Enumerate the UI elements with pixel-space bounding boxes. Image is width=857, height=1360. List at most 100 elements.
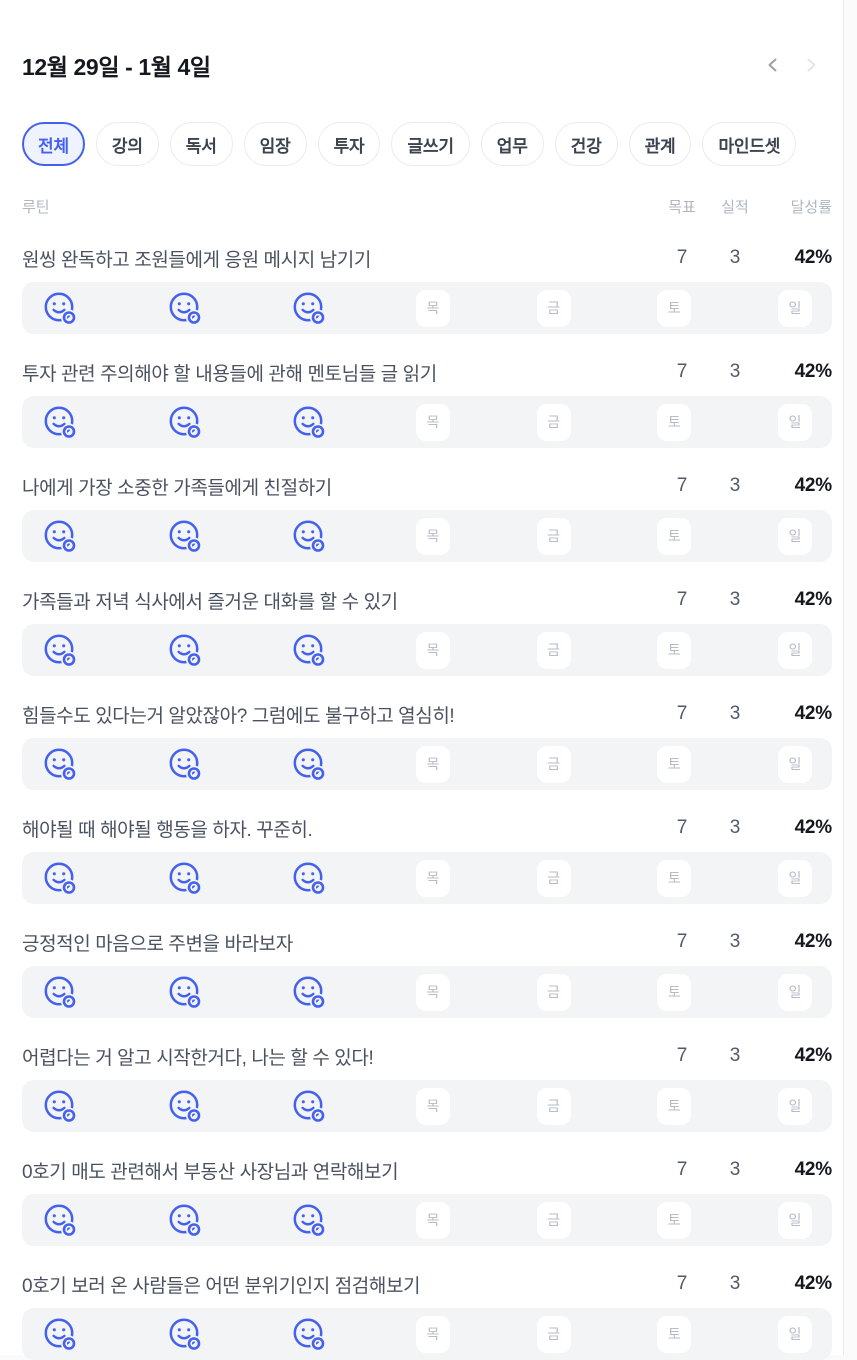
day-done-button-mon[interactable]	[42, 1087, 80, 1125]
day-label-cell-sat[interactable]: 토	[657, 859, 692, 897]
next-week-button[interactable]	[800, 54, 822, 76]
day-done-button-tue[interactable]	[167, 403, 205, 441]
filter-chip-site-visit[interactable]: 임장	[243, 122, 307, 166]
day-done-button-mon[interactable]	[42, 973, 80, 1011]
day-label-cell-sun[interactable]: 일	[777, 403, 812, 441]
filter-chip-health[interactable]: 건강	[554, 122, 618, 166]
day-label-cell-fri[interactable]: 금	[536, 973, 571, 1011]
day-label-cell-sun[interactable]: 일	[777, 745, 812, 783]
day-done-button-tue[interactable]	[167, 1201, 205, 1239]
day-done-button-wed[interactable]	[291, 517, 329, 555]
filter-chip-lecture[interactable]: 강의	[95, 122, 159, 166]
day-done-button-wed[interactable]	[291, 289, 329, 327]
actual-value: 3	[729, 361, 741, 382]
day-done-button-mon[interactable]	[42, 745, 80, 783]
filter-chip-all[interactable]: 전체	[22, 122, 85, 166]
day-label-cell-sun[interactable]: 일	[777, 1315, 812, 1353]
day-label-cell-sun[interactable]: 일	[777, 859, 812, 897]
day-label-cell-sat[interactable]: 토	[657, 517, 692, 555]
day-done-button-mon[interactable]	[42, 403, 80, 441]
day-done-button-mon[interactable]	[42, 517, 80, 555]
day-done-button-mon[interactable]	[42, 1201, 80, 1239]
day-label-cell-fri[interactable]: 금	[536, 517, 571, 555]
day-label-cell-sun[interactable]: 일	[777, 1201, 812, 1239]
smiley-done-icon	[44, 634, 77, 668]
day-label-cell-fri[interactable]: 금	[536, 403, 571, 441]
day-done-button-wed[interactable]	[291, 403, 329, 441]
day-label: 토	[667, 984, 681, 1000]
smiley-done-icon	[293, 862, 327, 896]
day-label-cell-sun[interactable]: 일	[777, 289, 812, 327]
day-done-button-wed[interactable]	[291, 745, 329, 783]
day-done-button-mon[interactable]	[42, 631, 80, 669]
day-done-button-wed[interactable]	[291, 1201, 329, 1239]
day-label-cell-sat[interactable]: 토	[657, 745, 692, 783]
prev-week-button[interactable]	[762, 54, 784, 76]
day-label-cell-fri[interactable]: 금	[536, 1087, 571, 1125]
day-label-cell-sun[interactable]: 일	[777, 1087, 812, 1125]
day-done-button-mon[interactable]	[42, 289, 80, 327]
filter-chip-investment[interactable]: 투자	[317, 122, 381, 166]
day-done-button-wed[interactable]	[291, 1087, 329, 1125]
filter-chip-relationship[interactable]: 관계	[628, 122, 692, 166]
day-label-cell-fri[interactable]: 금	[536, 1315, 571, 1353]
day-label-cell-thu[interactable]: 목	[415, 631, 450, 669]
day-label-cell-thu[interactable]: 목	[415, 1087, 450, 1125]
day-done-button-wed[interactable]	[291, 973, 329, 1011]
day-label-cell-thu[interactable]: 목	[415, 1201, 450, 1239]
day-label-cell-thu[interactable]: 목	[415, 1315, 450, 1353]
day-done-button-wed[interactable]	[291, 631, 329, 669]
day-done-button-tue[interactable]	[167, 631, 205, 669]
day-label-cell-fri[interactable]: 금	[536, 1201, 571, 1239]
column-label-goal: 목표	[668, 198, 696, 216]
day-done-button-wed[interactable]	[291, 859, 329, 897]
day-label: 목	[426, 1212, 440, 1228]
day-label-cell-sun[interactable]: 일	[777, 631, 812, 669]
day-label-cell-thu[interactable]: 목	[415, 973, 450, 1011]
smiley-done-icon	[293, 292, 327, 326]
day-label-cell-fri[interactable]: 금	[536, 289, 571, 327]
day-label-cell-sat[interactable]: 토	[657, 973, 692, 1011]
day-label-cell-thu[interactable]: 목	[415, 859, 450, 897]
day-done-button-tue[interactable]	[167, 745, 205, 783]
filter-chip-work[interactable]: 업무	[480, 122, 544, 166]
filter-chip-label: 강의	[111, 136, 143, 156]
day-done-button-tue[interactable]	[167, 859, 205, 897]
day-label-cell-sat[interactable]: 토	[657, 289, 692, 327]
smiley-done-icon	[169, 862, 202, 896]
filter-chip-mindset[interactable]: 마인드셋	[702, 122, 797, 166]
day-label-cell-sat[interactable]: 토	[657, 1201, 692, 1239]
goal-value: 7	[676, 475, 688, 496]
day-label-cell-thu[interactable]: 목	[415, 289, 450, 327]
filter-chip-reading[interactable]: 독서	[169, 122, 233, 166]
day-label-cell-thu[interactable]: 목	[415, 403, 450, 441]
day-label-cell-sat[interactable]: 토	[657, 1087, 692, 1125]
day-label-cell-sat[interactable]: 토	[657, 631, 692, 669]
day-done-button-tue[interactable]	[167, 1315, 205, 1353]
day-label-cell-sat[interactable]: 토	[657, 403, 692, 441]
day-label-cell-thu[interactable]: 목	[415, 745, 450, 783]
routine-row-top: 0호기 매도 관련해서 부동산 사장님과 연락해보기 7 3 42%	[22, 1156, 832, 1184]
routine-row-top: 해야될 때 해야될 행동을 하자. 꾸준히. 7 3 42%	[22, 814, 832, 842]
rate-value: 42%	[794, 1273, 833, 1294]
day-label-cell-fri[interactable]: 금	[536, 745, 571, 783]
day-label-cell-fri[interactable]: 금	[536, 859, 571, 897]
routine-title: 투자 관련 주의해야 할 내용들에 관해 멘토님들 글 읽기	[22, 363, 437, 385]
filter-chip-writing[interactable]: 글쓰기	[391, 122, 470, 166]
day-done-button-mon[interactable]	[42, 1315, 80, 1353]
day-label-cell-fri[interactable]: 금	[536, 631, 571, 669]
day-label-cell-thu[interactable]: 목	[415, 517, 450, 555]
day-label: 금	[547, 1098, 561, 1114]
day-label-cell-sat[interactable]: 토	[657, 1315, 692, 1353]
day-done-button-wed[interactable]	[291, 1315, 329, 1353]
day-label-cell-sun[interactable]: 일	[777, 517, 812, 555]
smiley-done-icon	[169, 1318, 202, 1352]
day-done-button-tue[interactable]	[167, 289, 205, 327]
day-done-button-tue[interactable]	[167, 517, 205, 555]
day-done-button-tue[interactable]	[167, 1087, 205, 1125]
day-label-cell-sun[interactable]: 일	[777, 973, 812, 1011]
day-done-button-tue[interactable]	[167, 973, 205, 1011]
goal-value: 7	[676, 361, 688, 382]
routine-metrics: 7 3 42%	[660, 1159, 832, 1181]
day-done-button-mon[interactable]	[42, 859, 80, 897]
